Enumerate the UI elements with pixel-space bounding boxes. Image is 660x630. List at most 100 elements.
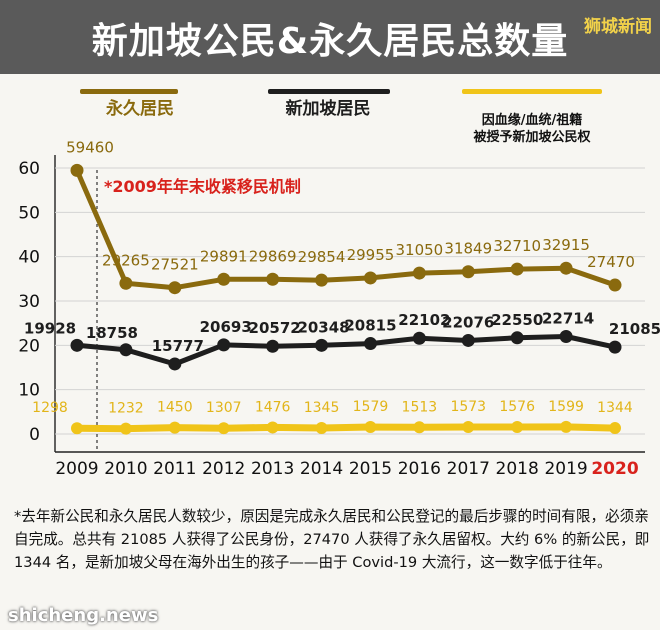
- watermark: shicheng.news: [8, 605, 159, 626]
- series-line-2: [73, 423, 619, 433]
- data-point: [412, 266, 426, 280]
- brand-logo: 狮城新闻: [584, 17, 652, 37]
- data-label: 1298: [32, 400, 68, 416]
- data-label: 20693: [200, 318, 252, 336]
- data-label: 20348: [297, 318, 349, 336]
- x-tick-label: 2010: [104, 459, 147, 479]
- x-tick-label: 2015: [349, 459, 392, 479]
- data-point: [413, 421, 426, 434]
- legend-permanent-residents: 永久居民: [80, 94, 200, 119]
- data-label: 18758: [86, 324, 138, 342]
- data-label: 19928: [24, 319, 76, 337]
- x-tick-label: 2014: [300, 459, 343, 479]
- legend-singapore-residents: 新加坡居民: [258, 94, 398, 119]
- data-point: [510, 262, 524, 276]
- x-tick-label: 2016: [398, 459, 441, 479]
- y-tick-label: 30: [18, 292, 40, 312]
- data-label: 32710: [493, 237, 541, 255]
- x-tick-label: 2020: [591, 459, 638, 479]
- x-tick-label: 2019: [544, 459, 587, 479]
- data-label: 1450: [157, 400, 193, 416]
- data-point: [315, 422, 328, 435]
- data-label: 29891: [200, 247, 248, 265]
- data-label: 29869: [249, 247, 297, 265]
- data-label: 22102: [398, 311, 450, 329]
- data-label: 27470: [587, 253, 635, 271]
- legend-label: 新加坡居民: [285, 99, 371, 119]
- data-label: 29955: [347, 246, 395, 264]
- data-point: [217, 272, 231, 286]
- data-label: 20572: [249, 319, 301, 337]
- y-tick-label: 40: [18, 248, 40, 268]
- data-point: [461, 333, 475, 347]
- series-line-1: [74, 334, 618, 367]
- legend-swatch-permanent-residents: [80, 89, 178, 94]
- legend-swatch-descent-citizens: [462, 89, 602, 94]
- data-point: [363, 337, 377, 351]
- x-tick-label: 2011: [153, 459, 196, 479]
- data-label: 31050: [396, 241, 444, 259]
- data-point: [70, 163, 84, 177]
- data-point: [119, 276, 133, 290]
- data-point: [559, 329, 573, 343]
- y-tick-label: 60: [18, 159, 40, 179]
- legend-label: 永久居民: [106, 99, 174, 119]
- data-label: 32915: [542, 236, 590, 254]
- page-title: 新加坡公民&永久居民总数量: [91, 21, 569, 62]
- x-tick-label: 2009: [55, 459, 98, 479]
- y-tick-label: 10: [18, 381, 40, 401]
- y-tick-label: 0: [29, 425, 40, 445]
- policy-annotation: *2009年年末收紧移民机制: [104, 177, 301, 196]
- data-point: [608, 340, 622, 354]
- data-label: 29854: [298, 248, 346, 266]
- legend-swatch-singapore-residents: [268, 89, 390, 94]
- data-label: 21085: [609, 320, 660, 338]
- data-label: 1344: [597, 400, 633, 416]
- series-line-0: [74, 167, 618, 291]
- data-point: [266, 421, 279, 434]
- data-label: 1599: [548, 399, 584, 415]
- data-point: [71, 422, 83, 435]
- data-label: 1476: [255, 399, 291, 415]
- data-label: 1579: [353, 399, 389, 415]
- data-point: [462, 421, 475, 434]
- y-tick-label: 50: [18, 203, 40, 223]
- data-point: [168, 421, 181, 434]
- data-point: [217, 338, 231, 352]
- data-point: [266, 339, 280, 353]
- data-point: [217, 422, 230, 435]
- data-label: 22550: [491, 311, 543, 329]
- y-tick-label: 20: [18, 336, 40, 356]
- data-label: 1232: [108, 401, 144, 417]
- data-label: 22076: [442, 313, 494, 331]
- data-point: [315, 338, 329, 352]
- data-label: 1576: [499, 399, 535, 415]
- line-chart: 0 10 20 30 40 50 60 2009 2010 2011 2012 2013 2014 20…: [18, 138, 660, 479]
- data-point: [363, 271, 377, 285]
- data-label: 1307: [206, 400, 242, 416]
- legend-descent-citizens: 因血缘/血统/祖籍 被授予新加坡公民权: [452, 95, 612, 146]
- x-tick-label: 2013: [251, 459, 294, 479]
- data-label: 1513: [402, 399, 438, 415]
- data-point: [119, 343, 133, 357]
- data-point: [168, 357, 182, 371]
- data-label: 1573: [450, 399, 486, 415]
- data-label: 20815: [344, 317, 396, 335]
- legend-label: 因血缘/血统/祖籍 被授予新加坡公民权: [473, 113, 591, 145]
- data-label: 31849: [444, 240, 492, 258]
- x-tick-label: 2017: [447, 459, 490, 479]
- footnote: *去年新公民和永久居民人数较少，原因是完成永久居民和公民登记的最后步骤的时间有限…: [14, 508, 650, 571]
- x-tick-label: 2018: [496, 459, 539, 479]
- x-tick-label: 2012: [202, 459, 245, 479]
- data-point: [609, 422, 621, 435]
- data-point: [412, 331, 426, 345]
- data-label: 22714: [542, 309, 594, 327]
- data-point: [560, 420, 573, 433]
- data-label: 59460: [66, 138, 114, 156]
- data-point: [510, 331, 524, 345]
- data-point: [70, 338, 84, 352]
- title-bar: 新加坡公民&永久居民总数量 狮城新闻: [0, 0, 660, 74]
- data-label: 29265: [102, 251, 150, 269]
- data-point: [608, 278, 622, 292]
